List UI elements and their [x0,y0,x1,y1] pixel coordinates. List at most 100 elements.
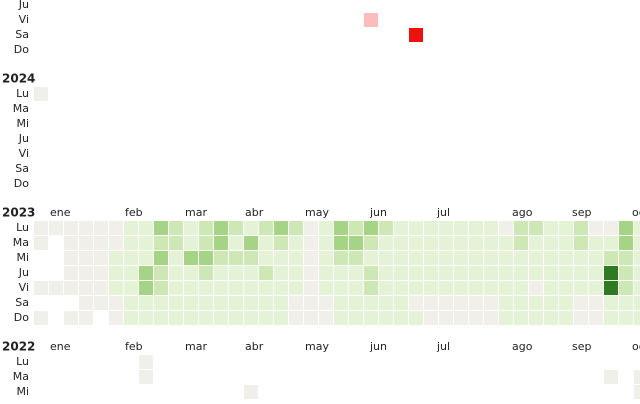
day-cell [529,311,543,325]
day-cell [154,236,168,250]
day-cell [334,311,348,325]
month-label: may [305,340,329,353]
day-cell [199,251,213,265]
day-cell [64,251,78,265]
day-cell [484,311,498,325]
day-cell [34,87,48,101]
day-cell [229,296,243,310]
day-cell [409,28,423,42]
day-cell [514,251,528,265]
day-cell [409,221,423,235]
day-cell [544,311,558,325]
day-cell [319,251,333,265]
day-cell [634,370,640,384]
day-cell [454,251,468,265]
day-cell [604,296,618,310]
year-label: 2022 [2,340,35,354]
day-cell [454,311,468,325]
day-cell [394,236,408,250]
day-label: Vi [19,147,29,160]
day-cell [604,251,618,265]
day-cell [319,281,333,295]
day-cell [514,296,528,310]
day-cell [244,251,258,265]
day-cell [319,236,333,250]
day-cell [214,251,228,265]
day-cell [364,236,378,250]
day-cell [634,281,640,295]
day-cell [109,296,123,310]
day-cell [394,281,408,295]
day-cell [589,266,603,280]
day-cell [469,296,483,310]
day-cell [544,251,558,265]
month-label: ago [512,340,533,353]
day-cell [154,311,168,325]
day-cell [469,251,483,265]
day-cell [79,221,93,235]
day-cell [259,266,273,280]
day-cell [199,236,213,250]
day-cell [619,311,633,325]
day-cell [619,266,633,280]
day-cell [349,311,363,325]
day-cell [379,281,393,295]
day-cell [394,221,408,235]
day-cell [424,296,438,310]
day-cell [229,266,243,280]
day-cell [379,266,393,280]
day-cell [199,266,213,280]
day-cell [439,296,453,310]
day-cell [139,370,153,384]
day-cell [574,236,588,250]
day-cell [334,296,348,310]
day-cell [289,251,303,265]
day-cell [439,266,453,280]
day-cell [439,311,453,325]
day-cell [484,281,498,295]
day-cell [289,266,303,280]
day-cell [604,221,618,235]
month-label: feb [125,340,143,353]
day-cell [244,311,258,325]
day-cell [559,281,573,295]
day-cell [349,281,363,295]
day-cell [109,251,123,265]
day-cell [469,266,483,280]
day-cell [574,266,588,280]
day-cell [319,311,333,325]
day-cell [229,281,243,295]
day-cell [64,221,78,235]
day-label: Mi [16,117,29,130]
day-label: Ma [13,236,29,249]
month-label: ene [50,206,71,219]
day-cell [244,266,258,280]
day-cell [229,251,243,265]
day-cell [349,236,363,250]
day-cell [229,221,243,235]
day-cell [274,221,288,235]
day-label: Sa [15,296,29,309]
day-cell [409,251,423,265]
day-cell [124,296,138,310]
day-cell [214,236,228,250]
month-label: mar [185,206,207,219]
day-cell [274,281,288,295]
day-cell [634,266,640,280]
day-cell [529,266,543,280]
year-label: 2024 [2,72,35,86]
day-cell [289,221,303,235]
day-cell [259,221,273,235]
day-cell [604,370,618,384]
day-cell [424,281,438,295]
day-label: Ma [13,102,29,115]
day-cell [319,266,333,280]
day-cell [124,311,138,325]
day-cell [439,281,453,295]
day-cell [424,251,438,265]
day-cell [64,236,78,250]
day-cell [304,311,318,325]
day-cell [454,236,468,250]
day-cell [34,281,48,295]
